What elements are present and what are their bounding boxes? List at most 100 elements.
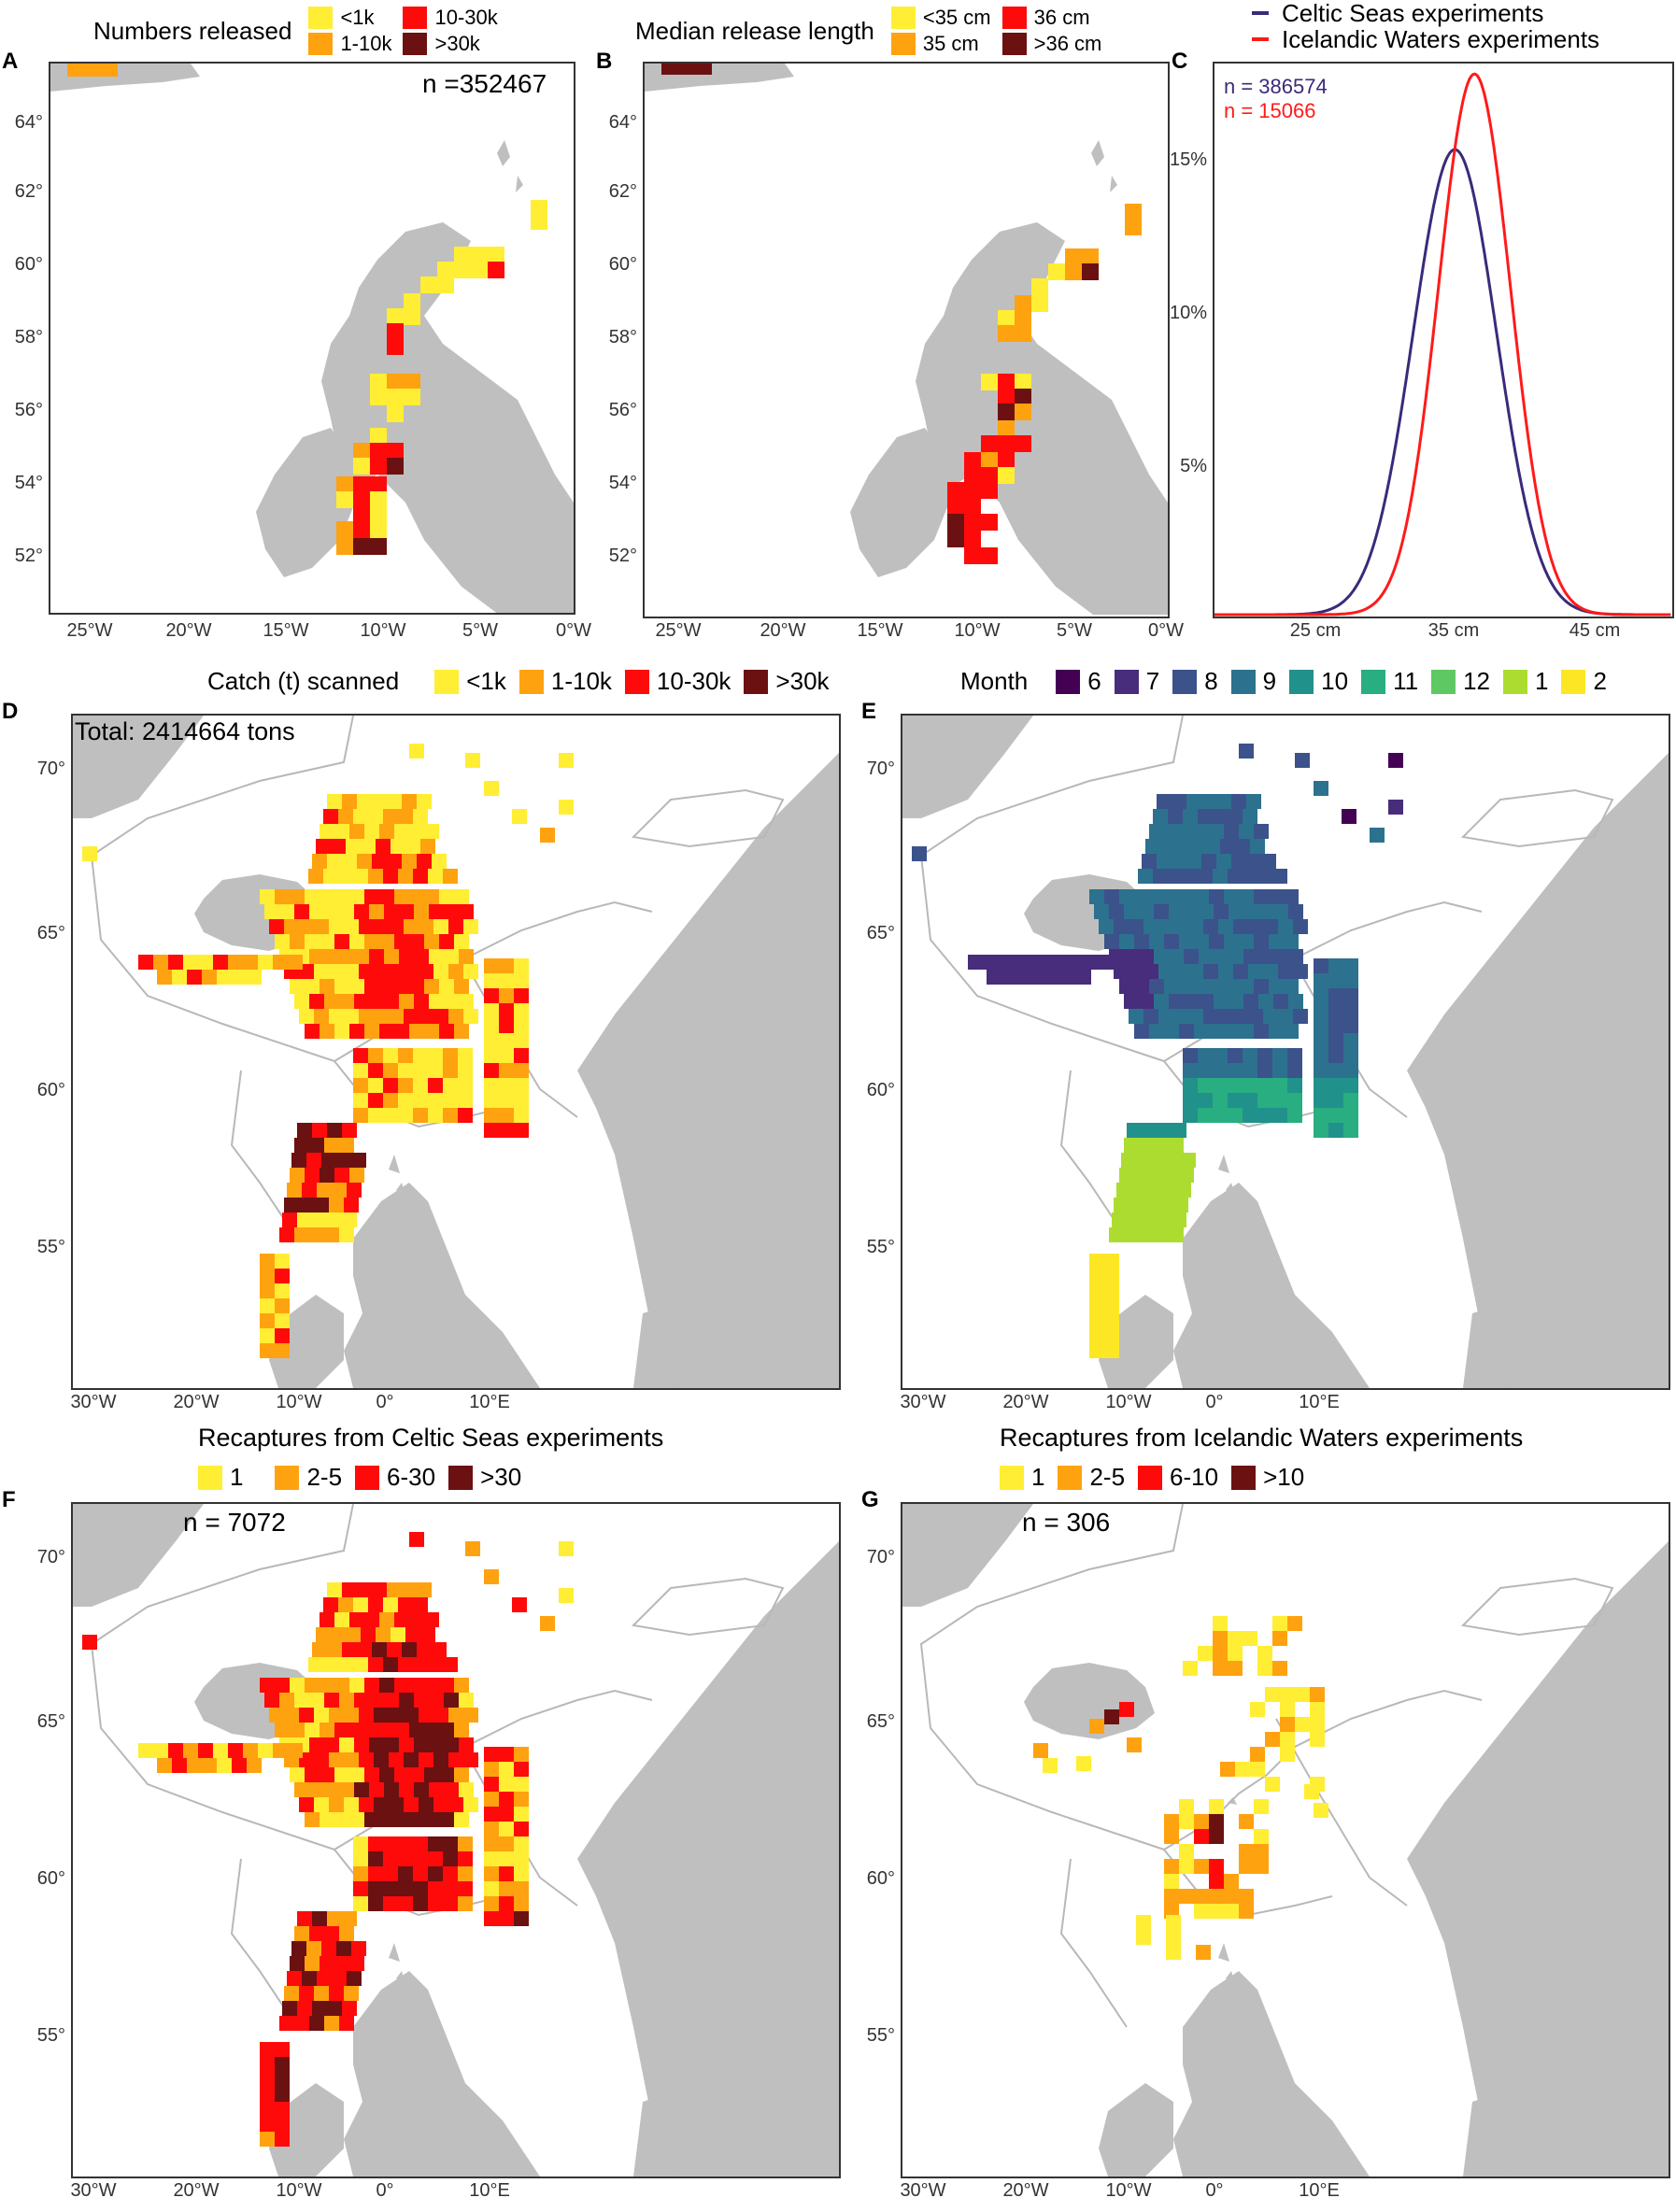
grid-cell bbox=[275, 1269, 290, 1283]
grid-cell bbox=[1119, 889, 1134, 904]
grid-cell bbox=[383, 1597, 398, 1612]
tick-label: 10% bbox=[1169, 303, 1207, 323]
grid-cell bbox=[302, 1183, 317, 1198]
grid-cell bbox=[1194, 934, 1209, 949]
barents-boundary bbox=[1460, 1577, 1614, 1637]
grid-cell bbox=[443, 1866, 458, 1881]
tick-label: 20°W bbox=[1002, 1392, 1049, 1412]
grid-cell bbox=[1248, 964, 1263, 979]
grid-cell bbox=[981, 514, 998, 531]
grid-cell bbox=[1314, 781, 1328, 796]
grid-cell bbox=[484, 1018, 499, 1033]
grid-cell bbox=[321, 1941, 336, 1956]
grid-cell bbox=[409, 1024, 424, 1039]
grid-cell bbox=[1124, 904, 1139, 919]
grid-cell bbox=[1129, 919, 1143, 934]
grid-cell bbox=[398, 1063, 413, 1078]
grid-cell bbox=[299, 1708, 314, 1723]
grid-cell bbox=[1310, 1687, 1325, 1702]
grid-cell bbox=[1220, 839, 1235, 854]
grid-cell bbox=[1183, 1108, 1198, 1123]
tick-label: 10°E bbox=[469, 2180, 510, 2201]
grid-cell bbox=[275, 1343, 290, 1358]
grid-cell bbox=[1089, 1283, 1104, 1298]
grid-cell bbox=[559, 1541, 574, 1556]
grid-cell bbox=[347, 1183, 362, 1198]
grid-cell bbox=[439, 979, 454, 994]
grid-cell bbox=[260, 1254, 275, 1269]
grid-cell bbox=[344, 1797, 359, 1812]
grid-cell bbox=[1194, 889, 1209, 904]
grid-cell bbox=[1257, 869, 1272, 884]
grid-cell bbox=[1272, 1048, 1287, 1063]
grid-cell bbox=[484, 1881, 499, 1896]
grid-cell bbox=[1239, 934, 1254, 949]
grid-cell bbox=[399, 1693, 414, 1708]
grid-cell bbox=[349, 1723, 364, 1737]
grid-cell bbox=[499, 1866, 514, 1881]
grid-cell bbox=[484, 1063, 499, 1078]
grid-cell bbox=[1194, 1859, 1209, 1874]
grid-cell bbox=[327, 1582, 342, 1597]
tick-label: 65° bbox=[866, 1711, 895, 1732]
panel-b-svg bbox=[645, 64, 1168, 615]
grid-cell bbox=[1179, 1799, 1194, 1814]
grid-cell bbox=[275, 1328, 290, 1343]
grid-cell bbox=[383, 1657, 398, 1672]
grid-cell bbox=[306, 1941, 321, 1956]
grid-cell bbox=[444, 994, 459, 1009]
ireland-land bbox=[850, 428, 953, 577]
tick-label: 30°W bbox=[70, 1392, 117, 1412]
legend-label: >30k bbox=[775, 667, 830, 695]
grid-cell bbox=[357, 1642, 372, 1657]
grid-cell bbox=[484, 988, 499, 1003]
grid-cell bbox=[1343, 1048, 1358, 1063]
grid-cell bbox=[329, 1986, 344, 2001]
legend-label: 2-5 bbox=[306, 1463, 343, 1491]
grid-cell bbox=[458, 1048, 473, 1063]
grid-cell bbox=[1209, 1889, 1224, 1904]
grid-cell bbox=[409, 979, 424, 994]
grid-cell bbox=[1272, 1063, 1287, 1078]
grid-cell bbox=[454, 247, 471, 263]
grid-cell bbox=[329, 1708, 344, 1723]
grid-cell bbox=[465, 753, 480, 768]
grid-cell bbox=[1213, 869, 1228, 884]
grid-cell bbox=[398, 1078, 413, 1093]
panel-d-total: Total: 2414664 tons bbox=[75, 717, 295, 745]
legend-swatch-6-30 bbox=[355, 1465, 380, 1490]
panel-d-letter: D bbox=[2, 699, 19, 724]
grid-cell bbox=[275, 2057, 290, 2072]
grid-cell bbox=[1328, 1003, 1343, 1018]
grid-cell bbox=[217, 1758, 232, 1773]
grid-cell bbox=[1343, 1003, 1358, 1018]
grid-cell bbox=[1164, 1889, 1179, 1904]
grid-cell bbox=[1314, 1003, 1328, 1018]
grid-cell bbox=[1143, 1009, 1158, 1024]
grid-cell bbox=[374, 1708, 389, 1723]
panel-f-map bbox=[71, 1502, 841, 2178]
grid-cell bbox=[429, 1782, 444, 1797]
grid-cell bbox=[424, 934, 439, 949]
grid-cell bbox=[1257, 1646, 1272, 1661]
grid-cell bbox=[314, 964, 329, 979]
grid-cell bbox=[314, 1752, 329, 1767]
grid-cell bbox=[1229, 994, 1243, 1009]
grid-cell bbox=[1272, 1661, 1287, 1676]
grid-cell bbox=[444, 949, 459, 964]
grid-cell bbox=[1209, 1814, 1224, 1829]
grid-cell bbox=[404, 1009, 419, 1024]
grid-cell bbox=[368, 1896, 383, 1911]
grid-cell bbox=[1284, 889, 1299, 904]
panel-d-legend-title: Catch (t) scanned bbox=[207, 667, 400, 695]
grid-cell bbox=[458, 1108, 473, 1123]
legend-label: <35 cm bbox=[922, 6, 991, 29]
grid-cell bbox=[1278, 1009, 1293, 1024]
grid-cell bbox=[1188, 964, 1203, 979]
grid-cell bbox=[384, 949, 399, 964]
grid-cell bbox=[1143, 919, 1158, 934]
grid-cell bbox=[1209, 1859, 1224, 1874]
grid-cell bbox=[912, 846, 927, 861]
legend-line-celtic bbox=[1252, 11, 1269, 15]
greenland-land bbox=[73, 716, 204, 818]
